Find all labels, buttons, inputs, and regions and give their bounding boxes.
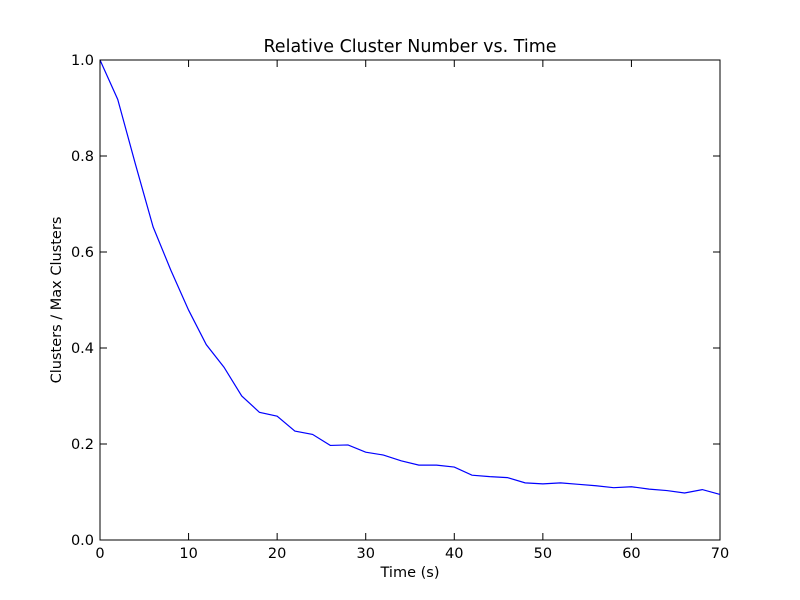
- x-tick-label: 70: [711, 546, 729, 562]
- x-tick-label: 0: [95, 546, 104, 562]
- y-tick-label: 0.6: [71, 245, 94, 261]
- x-axis-title: Time (s): [380, 565, 440, 581]
- chart-title: Relative Cluster Number vs. Time: [263, 37, 556, 57]
- y-tick-label: 0.0: [71, 533, 94, 549]
- y-tick-label: 0.2: [71, 437, 94, 453]
- y-tick-label: 0.4: [71, 341, 94, 357]
- x-tick-label: 60: [622, 546, 640, 562]
- x-tick-label: 10: [179, 546, 197, 562]
- x-tick-label: 30: [356, 546, 374, 562]
- y-tick-label: 1.0: [71, 53, 94, 69]
- x-tick-label: 40: [445, 546, 463, 562]
- series-line: [99, 59, 721, 495]
- x-tick-label: 20: [268, 546, 286, 562]
- plot-frame: [99, 59, 721, 541]
- y-axis-title: Clusters / Max Clusters: [49, 217, 65, 384]
- axis-ticks: 0 10 20 30 40 50 60 70 0.0 0.2 0.4 0.6 0.8 1.0: [71, 53, 729, 562]
- plot-area: [99, 59, 721, 541]
- y-tick-label: 0.8: [71, 149, 94, 165]
- x-tick-label: 50: [534, 546, 552, 562]
